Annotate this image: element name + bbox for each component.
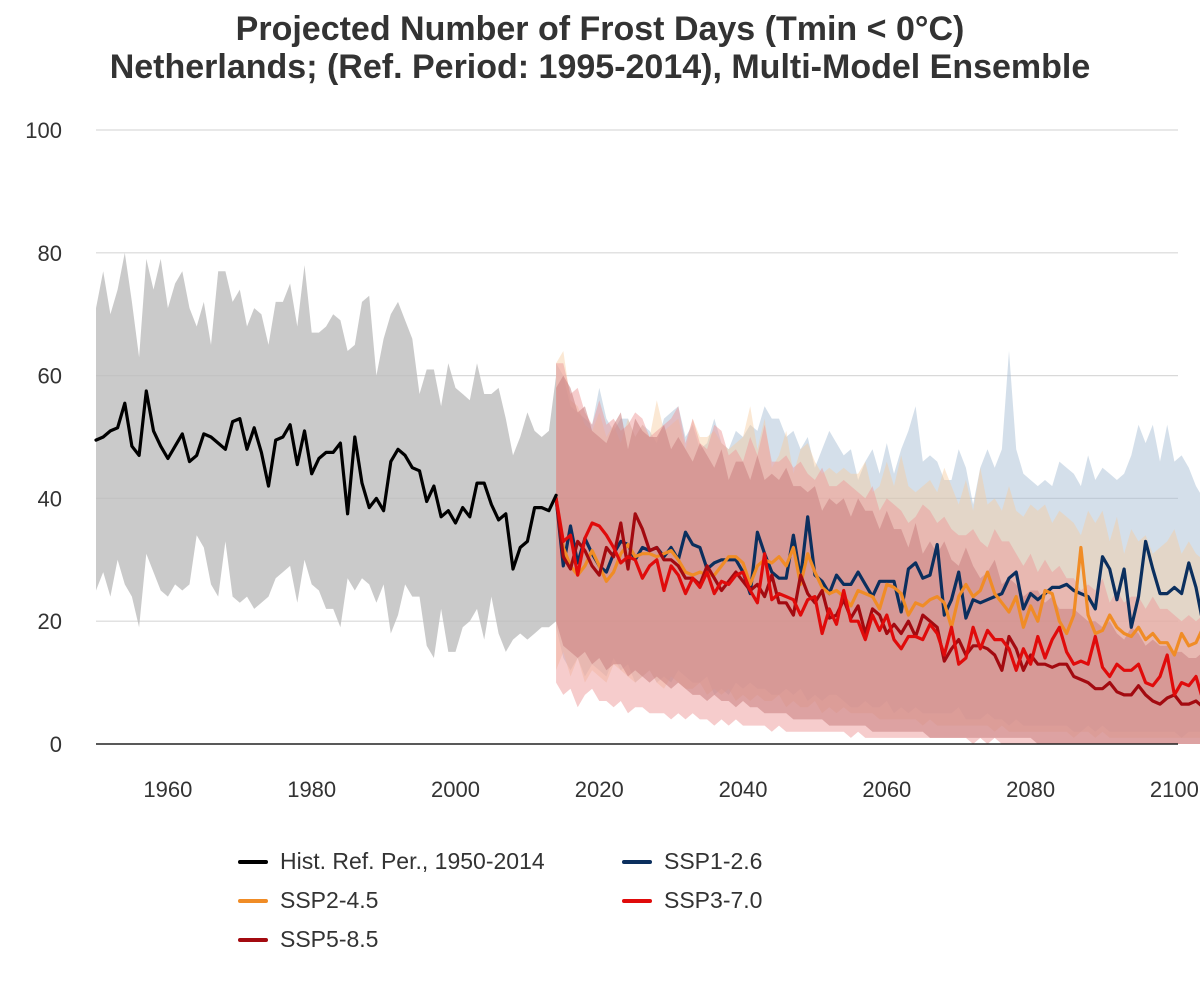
x-tick-label: 1960 [143,777,192,802]
chart-title-line-1: Projected Number of Frost Days (Tmin < 0… [235,10,965,48]
line-ssp3-7-0 [554,496,1200,697]
x-tick-label: 1980 [287,777,336,802]
y-tick-label: 0 [50,732,62,757]
legend-swatch-ssp5-8-5 [238,937,268,942]
legend-label: SSP5-8.5 [280,926,379,952]
y-tick-label: 40 [38,486,62,511]
band-historical [96,252,557,659]
x-tick-label: 2040 [719,777,768,802]
legend-item-historical[interactable]: Hist. Ref. Per., 1950-2014 [238,848,545,875]
legend-label: Hist. Ref. Per., 1950-2014 [280,848,545,874]
legend-swatch-ssp1-2-6 [622,859,652,864]
y-tick-label: 100 [25,118,62,143]
legend-item-ssp3-7-0[interactable]: SSP3-7.0 [622,887,762,914]
line-ssp1-2-6 [554,496,1200,629]
legend-label: SSP1-2.6 [664,848,763,874]
x-tick-label: 2020 [575,777,624,802]
line-historical [94,389,558,571]
x-tick-label: 2060 [862,777,911,802]
legend: Hist. Ref. Per., 1950-2014 SSP1-2.6 SSP2… [238,848,858,968]
y-tick-label: 60 [38,364,62,389]
line-ssp5-8-5 [554,496,1200,707]
band-ssp5-8-5 [556,375,1200,744]
legend-swatch-ssp2-4-5 [238,898,268,903]
legend-swatch-historical [238,859,268,864]
x-tick-label: 2000 [431,777,480,802]
line-ssp2-4-5 [554,496,1200,657]
legend-label: SSP3-7.0 [664,887,763,913]
x-tick-label: 2080 [1006,777,1055,802]
y-tick-label: 20 [38,609,62,634]
legend-label: SSP2-4.5 [280,887,379,913]
legend-item-ssp2-4-5[interactable]: SSP2-4.5 [238,887,378,914]
legend-swatch-ssp3-7-0 [622,898,652,903]
uncertainty-bands [96,252,1200,744]
legend-item-ssp5-8-5[interactable]: SSP5-8.5 [238,926,378,953]
chart-title-line-2: Netherlands; (Ref. Period: 1995-2014), M… [109,48,1091,86]
y-tick-label: 80 [38,241,62,266]
chart-title: Projected Number of Frost Days (Tmin < 0… [0,10,1200,86]
legend-item-ssp1-2-6[interactable]: SSP1-2.6 [622,848,762,875]
x-tick-label: 2100 [1150,777,1199,802]
series-lines [94,389,1200,707]
